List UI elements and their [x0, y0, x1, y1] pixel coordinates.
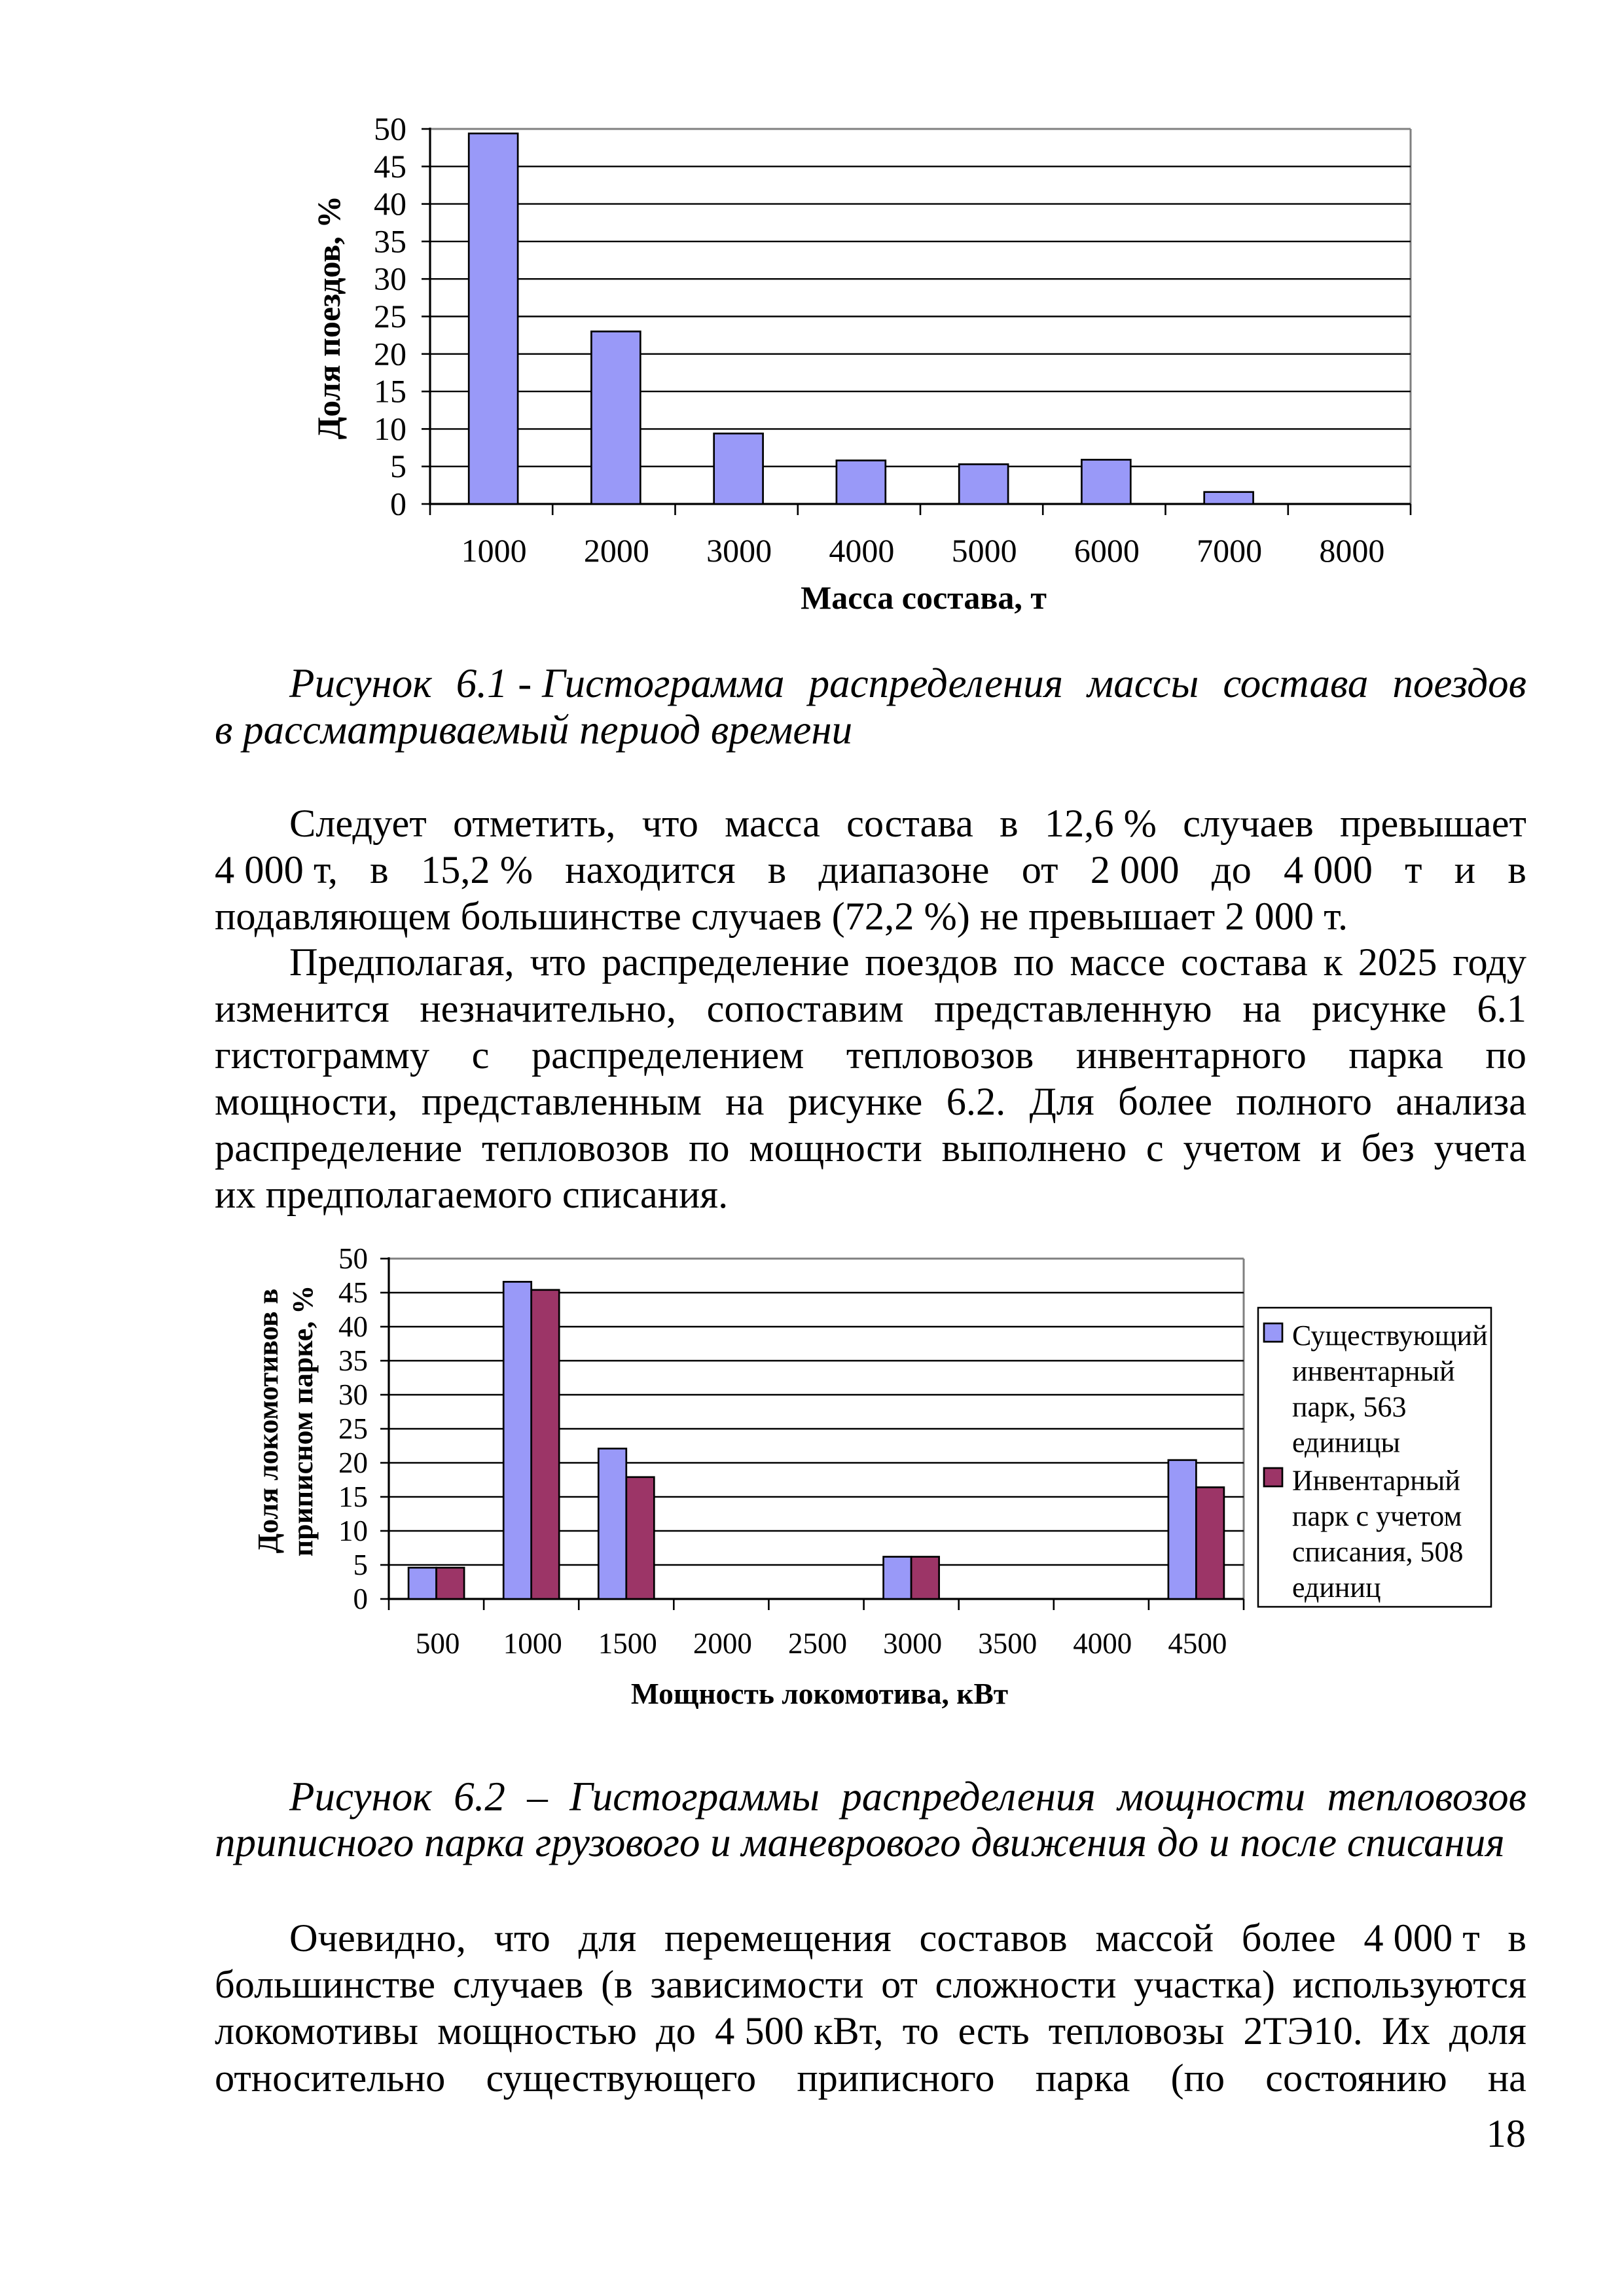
svg-text:20: 20: [338, 1446, 368, 1479]
svg-text:2500: 2500: [788, 1627, 847, 1660]
svg-text:приписном парке, %: приписном парке, %: [287, 1285, 319, 1557]
svg-text:5000: 5000: [952, 532, 1017, 569]
svg-text:3000: 3000: [706, 532, 772, 569]
svg-text:1000: 1000: [461, 532, 527, 569]
svg-text:3000: 3000: [883, 1627, 942, 1660]
svg-text:15: 15: [338, 1480, 368, 1513]
svg-text:Доля поездов, %: Доля поездов, %: [310, 196, 347, 440]
svg-text:1000: 1000: [503, 1627, 562, 1660]
svg-text:45: 45: [338, 1276, 368, 1309]
svg-text:25: 25: [338, 1412, 368, 1445]
svg-text:Существующий: Существующий: [1292, 1319, 1488, 1352]
svg-text:Доля локомотивов в: Доля локомотивов в: [252, 1289, 284, 1553]
svg-text:10: 10: [374, 410, 406, 447]
svg-text:6000: 6000: [1074, 532, 1140, 569]
svg-text:0: 0: [390, 486, 406, 522]
svg-text:Мощность локомотива, кВт: Мощность локомотива, кВт: [631, 1677, 1008, 1710]
svg-text:30: 30: [338, 1378, 368, 1411]
svg-text:50: 50: [374, 111, 406, 147]
svg-text:500: 500: [416, 1627, 460, 1660]
svg-text:35: 35: [374, 223, 406, 259]
svg-text:45: 45: [374, 148, 406, 185]
svg-text:40: 40: [338, 1310, 368, 1343]
svg-text:35: 35: [338, 1344, 368, 1377]
svg-text:Инвентарный: Инвентарный: [1292, 1465, 1460, 1497]
svg-text:единиц: единиц: [1292, 1571, 1381, 1604]
svg-text:8000: 8000: [1319, 532, 1384, 569]
svg-text:2000: 2000: [584, 532, 649, 569]
svg-text:50: 50: [338, 1242, 368, 1275]
svg-text:25: 25: [374, 298, 406, 334]
svg-text:30: 30: [374, 260, 406, 297]
svg-text:единицы: единицы: [1292, 1427, 1400, 1459]
svg-text:20: 20: [374, 335, 406, 372]
svg-text:4500: 4500: [1168, 1627, 1227, 1660]
svg-text:списания, 508: списания, 508: [1292, 1536, 1464, 1568]
svg-text:4000: 4000: [1073, 1627, 1132, 1660]
svg-text:5: 5: [390, 448, 406, 484]
svg-text:7000: 7000: [1197, 532, 1262, 569]
svg-text:10: 10: [338, 1515, 368, 1547]
svg-text:парк с учетом: парк с учетом: [1292, 1500, 1462, 1532]
svg-text:парк, 563: парк, 563: [1292, 1391, 1406, 1423]
svg-text:1500: 1500: [598, 1627, 657, 1660]
svg-text:3500: 3500: [978, 1627, 1037, 1660]
svg-text:Масса состава, т: Масса состава, т: [801, 579, 1047, 616]
svg-text:0: 0: [353, 1583, 369, 1615]
svg-text:40: 40: [374, 185, 406, 222]
svg-text:15: 15: [374, 373, 406, 410]
svg-text:2000: 2000: [693, 1627, 752, 1660]
svg-text:5: 5: [353, 1549, 369, 1581]
svg-text:4000: 4000: [829, 532, 894, 569]
svg-text:инвентарный: инвентарный: [1292, 1355, 1455, 1388]
